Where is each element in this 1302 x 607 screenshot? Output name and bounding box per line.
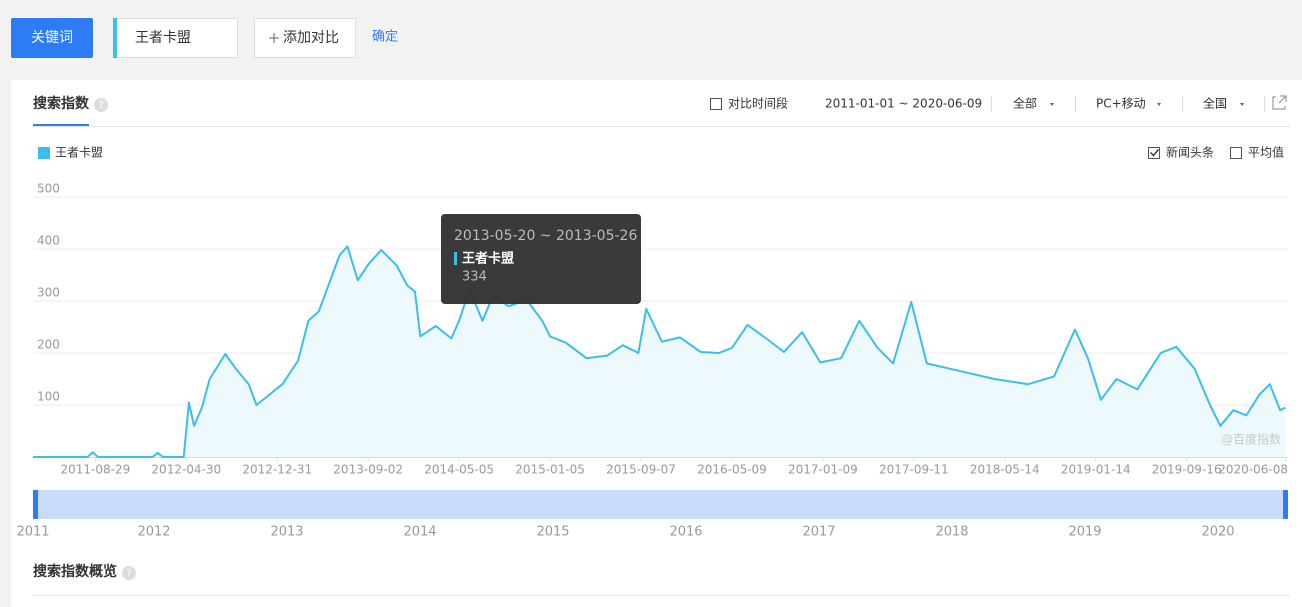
- x-tick-label: 2014-05-05: [424, 463, 494, 477]
- dropdown-arrow: [1157, 103, 1161, 106]
- x-tick-label: 2015-09-07: [606, 463, 676, 477]
- x-tick-label: 2019-01-14: [1061, 463, 1131, 477]
- navigator-window[interactable]: [33, 490, 1288, 519]
- date-range[interactable]: 2011-01-01 ~ 2020-06-09: [825, 97, 982, 111]
- tooltip-date: 2013-05-20 ~ 2013-05-26: [454, 228, 637, 244]
- help-mark: ?: [126, 568, 131, 579]
- legend-swatch[interactable]: [38, 147, 50, 159]
- average-label[interactable]: 平均值: [1248, 145, 1284, 160]
- tooltip-value: 334: [462, 270, 487, 285]
- x-tick-label: 2017-01-09: [788, 463, 858, 477]
- keyword-text[interactable]: 王者卡盟: [135, 30, 191, 46]
- tooltip-series: 王者卡盟: [462, 251, 514, 267]
- navigator-label: 2011: [16, 525, 49, 540]
- check-mark: [1150, 149, 1160, 157]
- news-label[interactable]: 新闻头条: [1166, 145, 1214, 160]
- navigator-label: 2016: [669, 525, 702, 540]
- x-tick-label: 2020-06-08: [1218, 463, 1288, 477]
- plus-icon: [269, 33, 279, 43]
- navigator-label: 2014: [403, 525, 436, 540]
- help-icon[interactable]: [122, 566, 136, 580]
- dropdown-arrow: [1050, 103, 1054, 106]
- keyword-button-label[interactable]: 关键词: [31, 30, 73, 46]
- keyword-input[interactable]: [113, 18, 238, 58]
- add-compare-label[interactable]: 添加对比: [283, 30, 339, 46]
- compare-label[interactable]: 对比时间段: [728, 96, 788, 111]
- x-tick-label: 2018-05-14: [970, 463, 1040, 477]
- legend-label[interactable]: 王者卡盟: [55, 146, 103, 160]
- navigator-label: 2012: [137, 525, 170, 540]
- y-tick-label: 400: [37, 234, 60, 248]
- navigator-label: 2017: [802, 525, 835, 540]
- overview-title: 搜索指数概览: [33, 563, 117, 580]
- plot: 100 200 300 400 500 2011-08-29 2012-04-30 2012-…: [33, 182, 1288, 477]
- x-tick-label: 2017-09-11: [879, 463, 949, 477]
- source-select[interactable]: 全部: [1013, 96, 1037, 111]
- dropdown-arrow: [1240, 103, 1244, 106]
- x-tick-label: 2011-08-29: [60, 463, 130, 477]
- device-select[interactable]: PC+移动: [1096, 97, 1146, 111]
- navigator-axis: 2011 2012 2013 2014 2015 2016 2017 2018 2019 2020: [16, 525, 1234, 540]
- x-tick-label: 2013-09-02: [333, 463, 403, 477]
- navigator-label: 2013: [270, 525, 303, 540]
- navigator-label: 2019: [1068, 525, 1101, 540]
- tooltip: 2013-05-20 ~ 2013-05-26 王者卡盟 334: [441, 214, 641, 304]
- navigator-handle[interactable]: [1283, 490, 1288, 519]
- tooltip-swatch: [454, 252, 457, 265]
- x-tick-label: 2012-04-30: [151, 463, 221, 477]
- x-tick-label: 2016-05-09: [697, 463, 767, 477]
- y-tick-label: 300: [37, 286, 60, 300]
- tab-underline: [33, 124, 89, 126]
- watermark: @百度指数: [1221, 432, 1281, 447]
- x-tick-label: 2019-09-16: [1152, 463, 1222, 477]
- confirm-link[interactable]: 确定: [372, 30, 398, 45]
- navigator-label: 2018: [935, 525, 968, 540]
- news-checkbox[interactable]: [1148, 147, 1160, 159]
- help-icon[interactable]: [94, 98, 108, 112]
- x-tick-label: 2015-01-05: [515, 463, 585, 477]
- export-icon[interactable]: [1272, 95, 1287, 110]
- series-line: [33, 245, 1286, 458]
- average-checkbox[interactable]: [1230, 147, 1242, 159]
- compare-checkbox[interactable]: [710, 98, 722, 110]
- y-tick-label: 100: [37, 390, 60, 404]
- y-tick-label: 200: [37, 338, 60, 352]
- keyword-color: [113, 18, 117, 58]
- series-area: [33, 246, 1286, 457]
- tab-label[interactable]: 搜索指数: [33, 95, 90, 112]
- navigator-handle[interactable]: [33, 490, 38, 519]
- help-mark: ?: [98, 100, 103, 111]
- region-select[interactable]: 全国: [1203, 96, 1227, 111]
- navigator-label: 2020: [1201, 525, 1234, 540]
- x-tick-label: 2012-12-31: [242, 463, 312, 477]
- navigator-label: 2015: [536, 525, 569, 540]
- y-tick-label: 500: [37, 182, 60, 196]
- keyword-button[interactable]: [11, 18, 93, 58]
- tooltip-box: [441, 214, 641, 304]
